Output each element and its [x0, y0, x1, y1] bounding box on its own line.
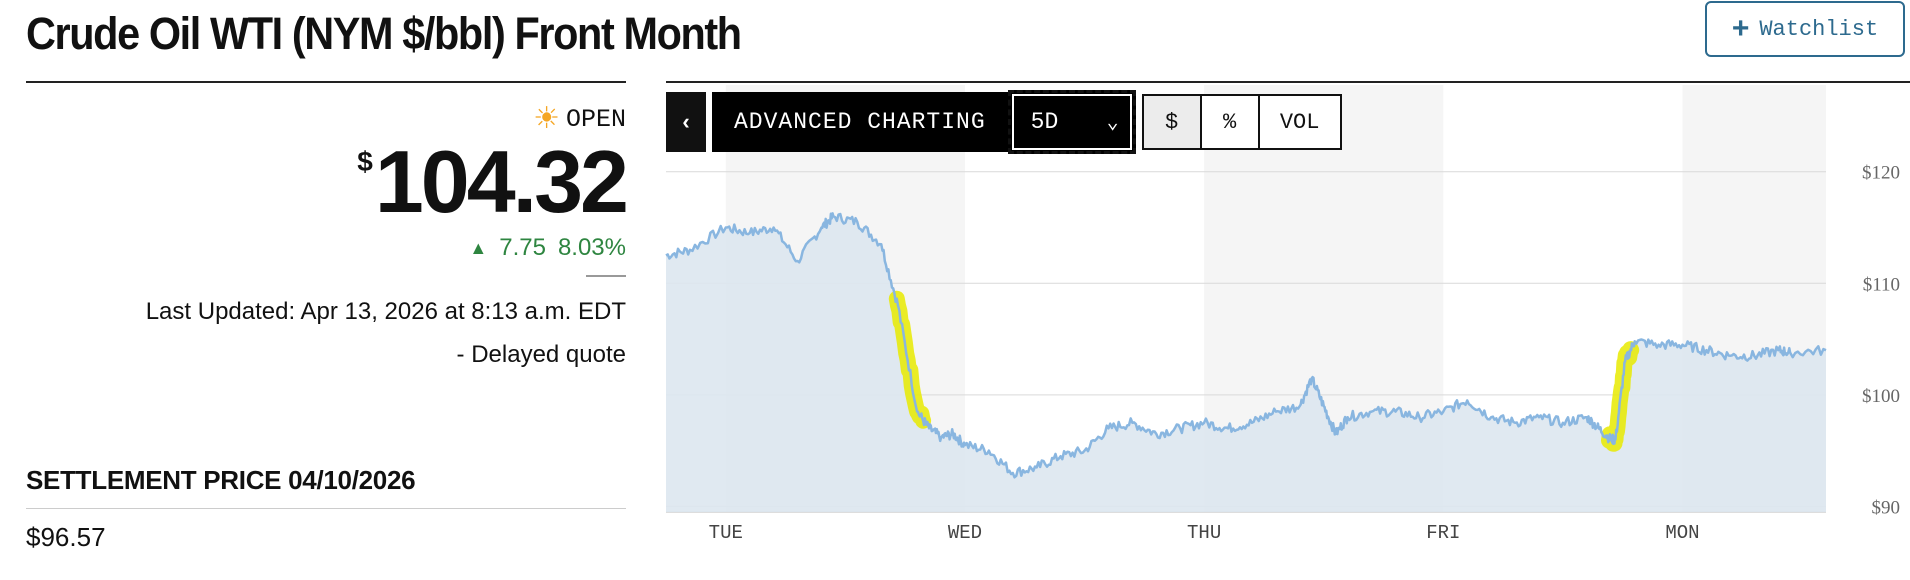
chevron-left-icon: ‹	[682, 109, 690, 134]
change-underline	[586, 275, 626, 277]
y-tick-label: $120	[1862, 163, 1900, 184]
chart-back-button[interactable]: ‹	[666, 92, 706, 152]
y-tick-label: $100	[1862, 386, 1900, 407]
percent-toggle[interactable]: %	[1201, 96, 1260, 148]
x-tick-label: TUE	[709, 522, 743, 544]
advanced-charting-button[interactable]: ADVANCED CHARTING	[712, 92, 1008, 152]
price-change: ▲ 7.75 8.03%	[469, 234, 626, 262]
plus-icon: +	[1731, 12, 1750, 45]
series-line	[665, 212, 1827, 479]
dollar-toggle[interactable]: $	[1143, 96, 1202, 148]
change-value: 7.75	[499, 234, 546, 261]
x-tick-label: MON	[1665, 522, 1699, 544]
x-tick-label: THU	[1187, 522, 1221, 544]
watchlist-label: Watchlist	[1759, 16, 1879, 42]
page-title: Crude Oil WTI (NYM $/bbl) Front Month	[26, 8, 742, 59]
settlement-value: $96.57	[26, 522, 106, 552]
market-status: ☀ OPEN	[533, 104, 626, 134]
delayed-quote-note: - Delayed quote	[456, 341, 626, 368]
range-value: 5D	[1030, 109, 1059, 135]
series-area	[666, 213, 1826, 512]
volume-toggle[interactable]: VOL	[1259, 96, 1340, 148]
sun-icon: ☀	[533, 102, 560, 135]
range-select[interactable]: 5D ⌄	[1007, 90, 1136, 154]
settlement-label: SETTLEMENT PRICE 04/10/2026	[26, 465, 416, 495]
price-display: $ 104.32	[357, 132, 629, 231]
header-divider-left	[26, 81, 626, 83]
currency-symbol: $	[357, 146, 373, 177]
x-tick-label: FRI	[1426, 522, 1460, 544]
last-price: 104.32	[374, 132, 629, 231]
x-tick-label: WED	[948, 522, 982, 544]
last-updated: Last Updated: Apr 13, 2026 at 8:13 a.m. …	[145, 298, 626, 325]
settlement-divider	[26, 508, 626, 509]
change-percent: 8.03%	[557, 234, 626, 261]
watchlist-button[interactable]: + Watchlist	[1705, 1, 1905, 57]
y-tick-label: $90	[1872, 497, 1901, 518]
market-status-label: OPEN	[565, 104, 626, 134]
header-divider-right	[666, 81, 1910, 83]
units-toggle: $ % VOL	[1141, 94, 1342, 150]
y-tick-label: $110	[1863, 274, 1900, 295]
chart-toolbar: ‹ ADVANCED CHARTING 5D ⌄ $ % VOL	[666, 90, 1342, 154]
chevron-down-icon: ⌄	[1106, 112, 1119, 135]
triangle-up-icon: ▲	[469, 237, 488, 258]
